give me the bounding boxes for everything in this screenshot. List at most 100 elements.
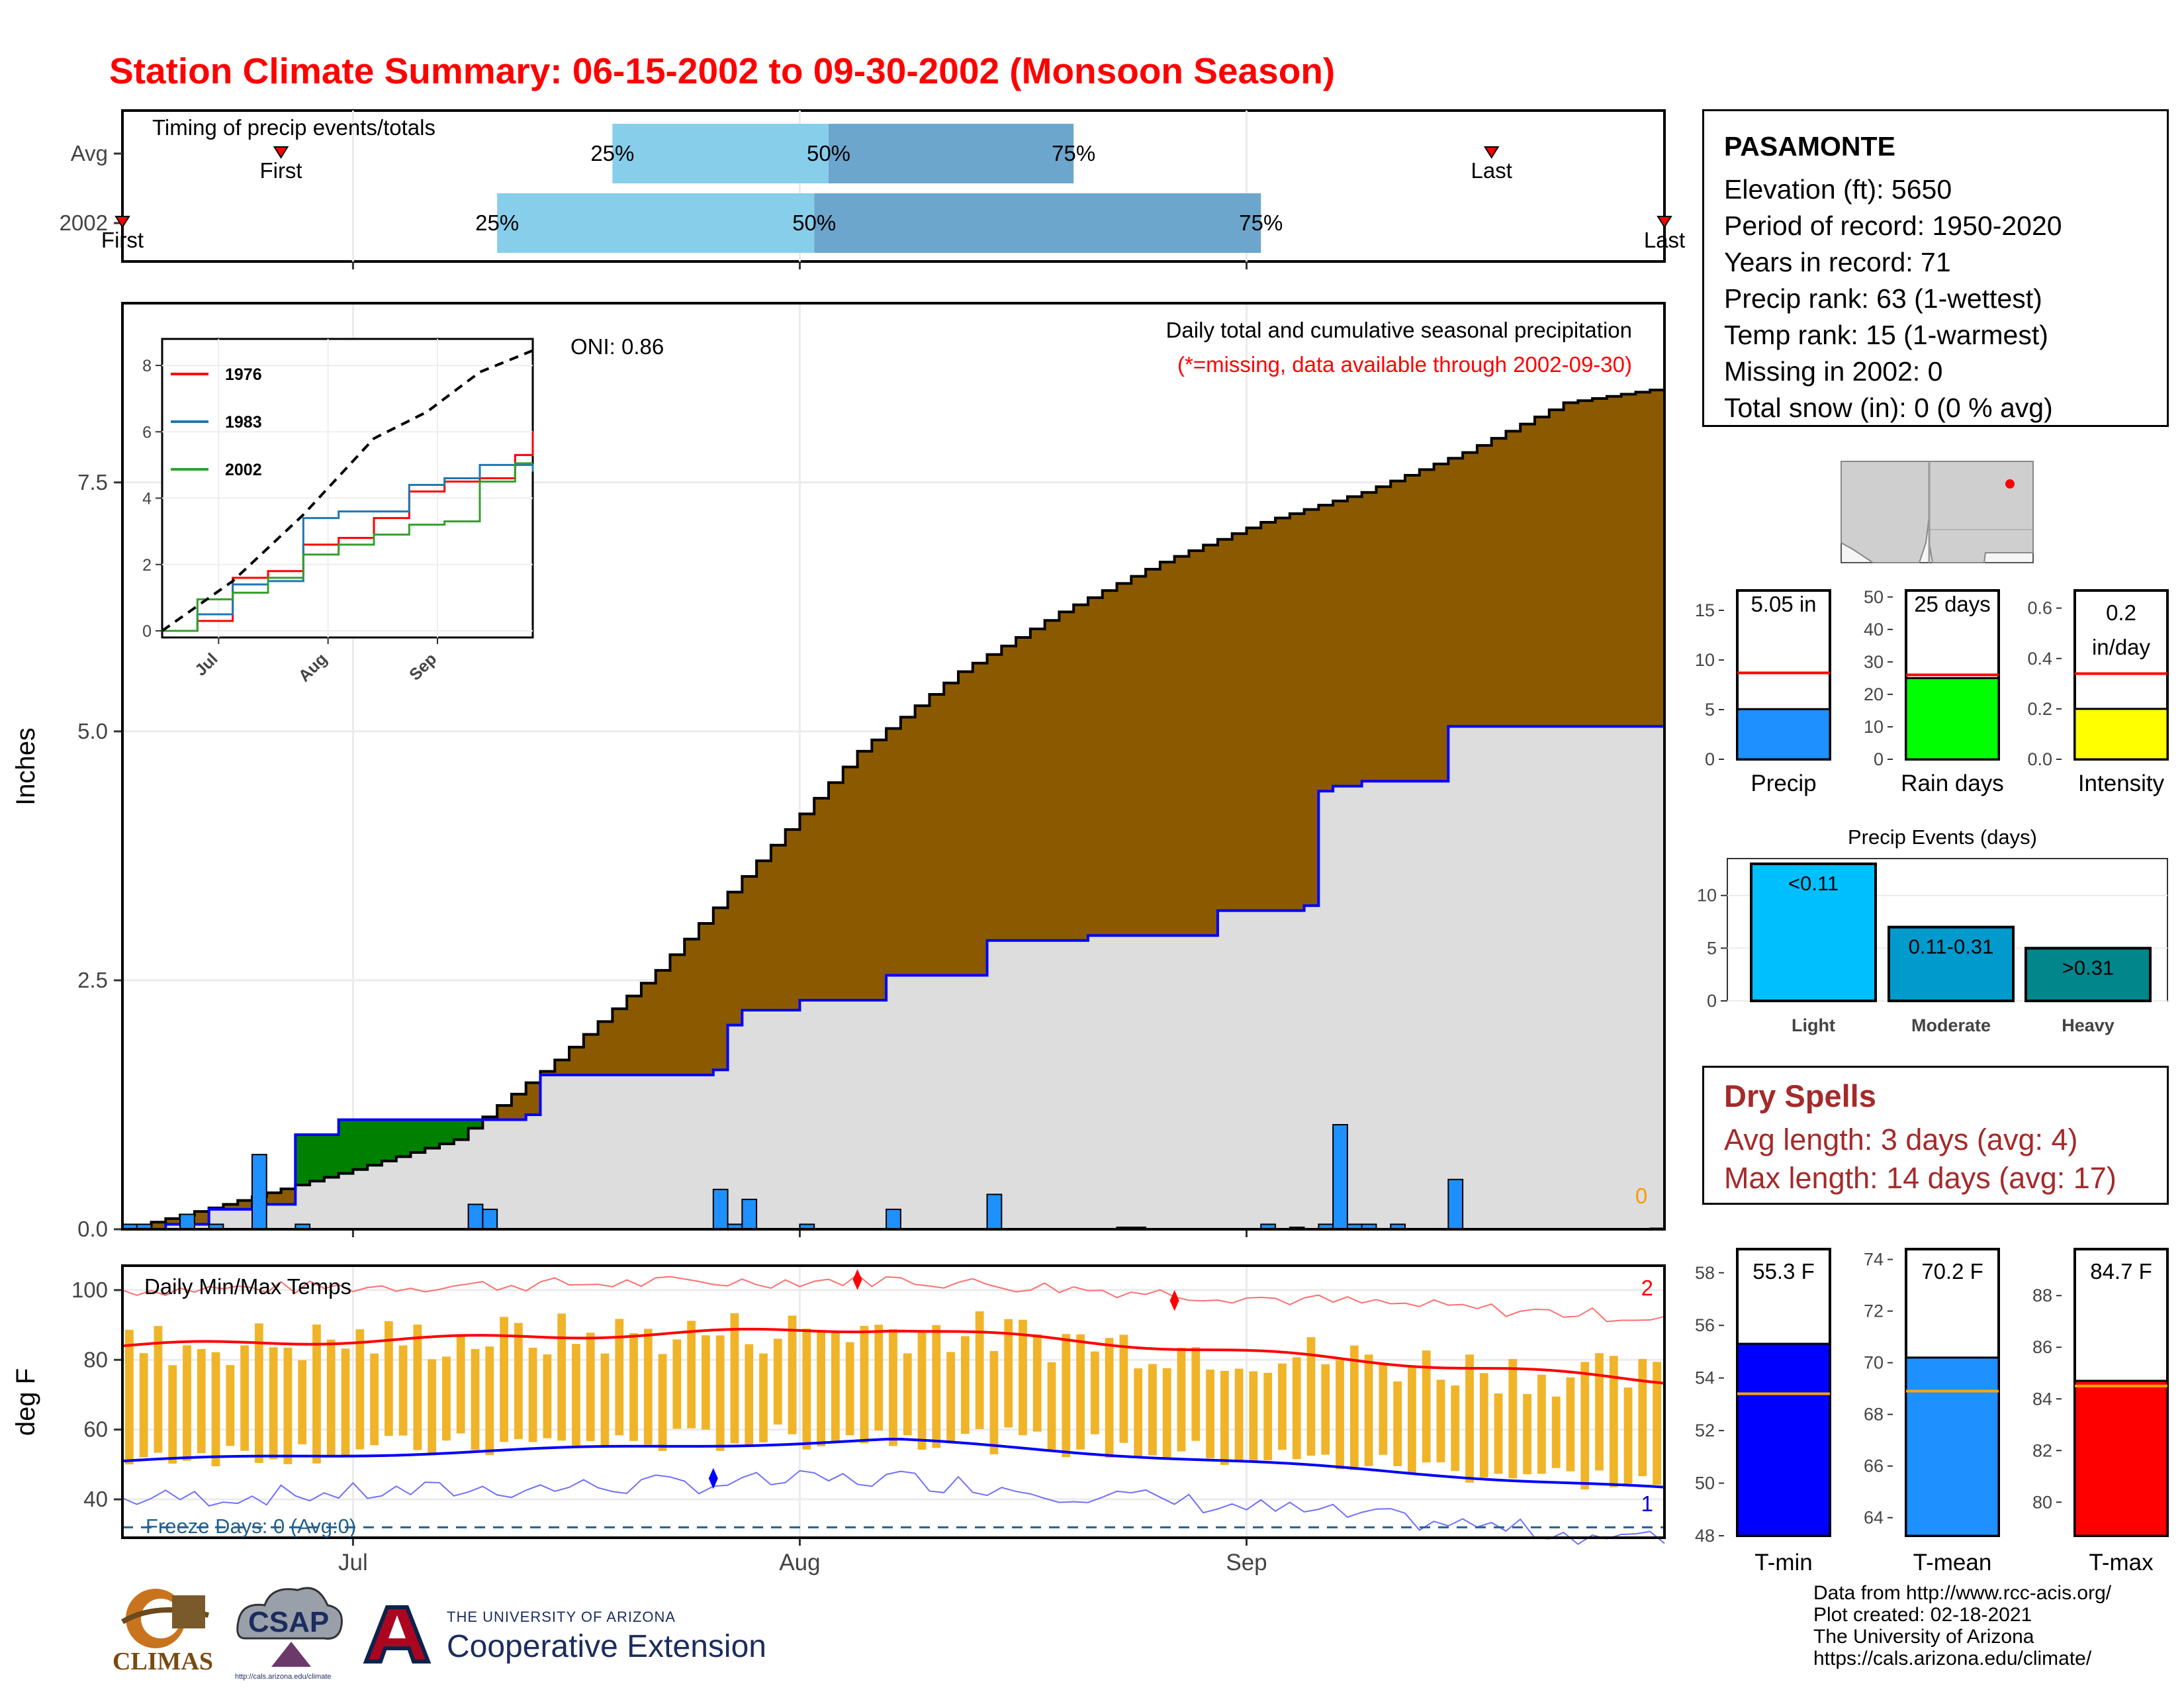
daily-temp-range-bar <box>1379 1363 1388 1455</box>
ua-big-text: Cooperative Extension <box>447 1629 766 1664</box>
mini-bar-value-label: 0.2 <box>2106 600 2136 625</box>
below-average-area <box>1217 539 1233 911</box>
daily-temp-range-bar <box>355 1329 365 1450</box>
below-average-area <box>1606 396 1622 727</box>
precip-y-tick-label: 2.5 <box>77 968 108 992</box>
station-location-dot <box>2005 479 2015 489</box>
mini-bar-tick-label: 5 <box>1705 700 1715 720</box>
inset-series-line <box>162 463 534 632</box>
daily-temp-range-bar <box>1508 1359 1518 1479</box>
summary-bars: 0 5 10 15 5.05 in Precip 0 10 20 30 40 50 25 days Rai… <box>1695 587 2169 796</box>
daily-precip-bar <box>1332 1124 1348 1230</box>
station-info-box: PASAMONTE Elevation (ft): 5650 Period of… <box>1702 109 2169 427</box>
dry-spells-title: Dry Spells <box>1724 1078 1876 1113</box>
below-average-area <box>1347 496 1363 786</box>
daily-temp-range-bar <box>687 1321 696 1429</box>
daily-temp-range-bar <box>211 1352 220 1467</box>
daily-temp-range-bar <box>1162 1368 1171 1458</box>
observed-cumulative-line <box>122 725 1664 1231</box>
below-average-area <box>281 1188 296 1205</box>
inset-average-line <box>161 349 533 632</box>
temp-bar-tick-label: 54 <box>1695 1368 1715 1388</box>
below-average-area <box>555 1060 570 1075</box>
daily-temp-range-bar <box>658 1354 667 1451</box>
daily-temp-range-bar <box>1119 1335 1128 1443</box>
below-average-area <box>699 923 714 1075</box>
first-event-marker <box>114 216 130 228</box>
temp-panel: 40 60 80 100 Daily Min/Max Temps Freeze Days:… <box>11 1264 1666 1546</box>
mini-bar-value <box>2073 708 2169 761</box>
daily-temp-range-bar <box>226 1365 235 1446</box>
below-average-area <box>1376 487 1391 782</box>
below-average-area <box>1448 458 1463 727</box>
daily-temp-range-bar <box>1364 1354 1373 1466</box>
mini-bar-tick-label: 15 <box>1695 600 1715 620</box>
x-axis-month-label: Jul <box>338 1550 368 1575</box>
above-average-area <box>410 1119 426 1152</box>
below-average-area <box>944 682 959 976</box>
timing-pct-label: 75% <box>1239 211 1283 235</box>
daily-precip-bar <box>741 1198 758 1231</box>
record-low-marker <box>708 1468 718 1489</box>
below-average-area <box>785 829 800 1011</box>
temp-bar-category-label: T-mean <box>1913 1550 1992 1575</box>
temp-bar-value <box>1736 1342 1831 1537</box>
daily-temp-range-bar <box>1580 1362 1590 1490</box>
daily-temp-range-bar <box>1032 1334 1042 1432</box>
daily-temp-range-bar <box>1422 1350 1431 1463</box>
below-average-area <box>655 970 670 1075</box>
below-average-area <box>829 782 844 1001</box>
mini-bar-tick-label: 0.6 <box>2027 598 2052 618</box>
last-event-label: Last <box>1644 228 1685 252</box>
timing-pct-label: 50% <box>792 211 836 235</box>
daily-temp-range-bar <box>384 1321 393 1436</box>
below-average-area <box>1146 569 1161 936</box>
precip-events-category: Light <box>1792 1015 1835 1035</box>
daily-temp-range-bar <box>773 1338 782 1425</box>
temp-frame <box>121 1264 1666 1539</box>
daily-temp-range-bar <box>1436 1380 1445 1463</box>
temp-y-tick-label: 80 <box>83 1347 108 1372</box>
mini-bar-tick-label: 10 <box>1864 717 1884 737</box>
daily-temp-range-bar <box>1263 1372 1273 1460</box>
mini-bar-category-label: Intensity <box>2078 771 2165 796</box>
daily-precip-bar <box>886 1208 901 1230</box>
daily-temp-range-bar <box>831 1331 840 1442</box>
below-average-area <box>1116 583 1132 936</box>
timing-pct-label: 25% <box>590 141 634 165</box>
daily-temp-range-bar <box>1292 1357 1301 1460</box>
average-max-temp-line <box>122 1327 1665 1385</box>
daily-temp-range-bar <box>254 1323 263 1463</box>
shared-x-axis: Jul Aug Sep <box>338 1550 1267 1575</box>
daily-temp-range-bar <box>1336 1360 1344 1470</box>
below-average-area <box>1433 463 1449 782</box>
mini-bar-tick-label: 20 <box>1864 684 1884 704</box>
daily-temp-range-bar <box>889 1329 897 1446</box>
precip-events-bar-label: >0.31 <box>2062 956 2114 979</box>
inset-y-tick-label: 8 <box>142 357 152 375</box>
timing-bar-50-75 <box>814 193 1261 253</box>
timing-pct-label: 75% <box>1052 141 1095 165</box>
below-average-area <box>1030 629 1046 941</box>
first-event-label: First <box>101 228 144 252</box>
below-average-area <box>842 767 858 1001</box>
below-average-area <box>583 1034 599 1075</box>
timing-panel: Timing of precip events/totals Avg 25% 50% 7… <box>60 109 1685 269</box>
daily-temp-range-bar <box>1047 1362 1056 1450</box>
daily-temp-range-bar <box>528 1347 537 1442</box>
daily-temp-range-bar <box>1191 1347 1201 1441</box>
credit-url: https://cals.arizona.edu/climate/ <box>1813 1648 2092 1669</box>
mini-bar-value-label: in/day <box>2092 635 2151 659</box>
precip-events-title: Precip Events (days) <box>1848 825 2037 849</box>
below-average-area <box>684 939 700 1075</box>
daily-temp-range-bar <box>1090 1351 1099 1434</box>
daily-temp-range-bar <box>643 1329 653 1445</box>
precip-y-tick-label: 7.5 <box>77 470 108 494</box>
mini-bar-tick-label: 0 <box>1874 749 1884 769</box>
record-high-marker <box>1169 1289 1179 1311</box>
below-average-area <box>1535 416 1550 727</box>
precip-y-tick-label: 5.0 <box>77 719 108 743</box>
daily-temp-range-bar <box>1494 1393 1503 1474</box>
inset-legend-label: 1983 <box>225 413 262 432</box>
